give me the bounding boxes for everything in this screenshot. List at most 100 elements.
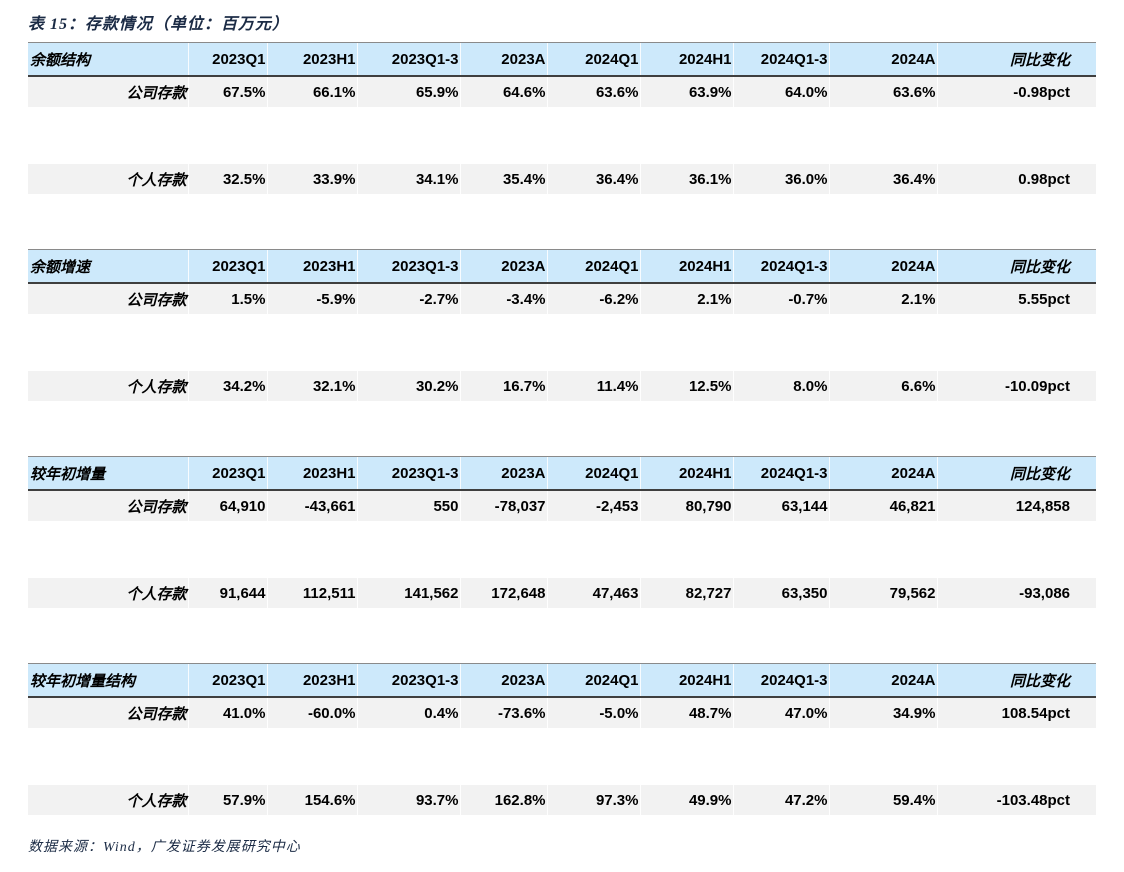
column-header: 2024H1 [639,663,733,698]
value-cell: 6.6% [828,371,937,401]
data-source-note: 数据来源：Wind，广发证券发展研究中心 [28,840,301,855]
value-cell: 47.0% [732,697,829,728]
value-cell: 2.1% [828,283,937,314]
section-table-2: 较年初增量 2023Q1 2023H1 2023Q1-3 2023A 2024Q1 2024… [28,456,1096,608]
value-cell: 80,790 [639,490,733,521]
value-cell: 63.9% [639,76,733,107]
column-header: 2024Q1 [546,249,640,284]
value-cell: 2.1% [639,283,733,314]
column-header: 2023A [459,42,547,77]
column-header: 2023H1 [266,249,357,284]
column-header: 2023Q1 [187,249,267,284]
section-table-3: 较年初增量结构 2023Q1 2023H1 2023Q1-3 2023A 2024Q1 20… [28,663,1096,815]
value-cell: 82,727 [639,578,733,608]
value-cell: 66.1% [266,76,357,107]
section-table-1: 余额增速 2023Q1 2023H1 2023Q1-3 2023A 2024Q1 2024H… [28,249,1096,401]
section-header-row: 余额增速 2023Q1 2023H1 2023Q1-3 2023A 2024Q1 2024H… [28,249,1096,284]
value-cell: -5.0% [546,697,640,728]
table-row: 个人存款 34.2% 32.1% 30.2% 16.7% 11.4% 12.5% 8.0% 6.… [28,371,1096,401]
row-label: 公司存款 [28,76,188,107]
value-cell: 12.5% [639,371,733,401]
value-cell: -10.09pct [936,371,1096,401]
value-cell: 32.5% [187,164,267,194]
column-header: 2024H1 [639,249,733,284]
table-row: 公司存款 41.0% -60.0% 0.4% -73.6% -5.0% 48.7% 47.0%… [28,697,1096,728]
column-header: 2024Q1-3 [732,42,829,77]
value-cell: 16.7% [459,371,547,401]
column-header: 同比变化 [936,663,1096,698]
row-label: 公司存款 [28,283,188,314]
column-header: 2024A [828,663,937,698]
value-cell: 65.9% [356,76,460,107]
value-cell: 47,463 [546,578,640,608]
value-cell: 36.1% [639,164,733,194]
column-header: 2024H1 [639,42,733,77]
deposit-table: 余额结构 2023Q1 2023H1 2023Q1-3 2023A 2024Q1 2024H… [28,42,1096,815]
spacer-cell [28,728,1096,785]
value-cell: 64.6% [459,76,547,107]
row-label: 公司存款 [28,697,188,728]
column-header: 2023A [459,249,547,284]
value-cell: -60.0% [266,697,357,728]
section-name: 余额增速 [28,249,188,284]
value-cell: 33.9% [266,164,357,194]
value-cell: 64.0% [732,76,829,107]
column-header: 2023Q1 [187,456,267,491]
value-cell: 93.7% [356,785,460,815]
column-header: 2024Q1 [546,42,640,77]
value-cell: 47.2% [732,785,829,815]
value-cell: 32.1% [266,371,357,401]
column-header: 2024Q1-3 [732,663,829,698]
row-spacer [28,728,1096,785]
value-cell: 8.0% [732,371,829,401]
value-cell: -78,037 [459,490,547,521]
table-row: 公司存款 64,910 -43,661 550 -78,037 -2,453 80,790 6… [28,490,1096,521]
column-header: 2024A [828,42,937,77]
value-cell: -2,453 [546,490,640,521]
column-header: 2024Q1 [546,663,640,698]
column-header: 同比变化 [936,456,1096,491]
column-header: 同比变化 [936,249,1096,284]
value-cell: 63.6% [546,76,640,107]
value-cell: 11.4% [546,371,640,401]
column-header: 2024Q1-3 [732,456,829,491]
value-cell: 108.54pct [936,697,1096,728]
section-header-row: 较年初增量结构 2023Q1 2023H1 2023Q1-3 2023A 2024Q1 20… [28,663,1096,698]
value-cell: -2.7% [356,283,460,314]
column-header: 2023Q1-3 [356,456,460,491]
section-header-row: 较年初增量 2023Q1 2023H1 2023Q1-3 2023A 2024Q1 2024… [28,456,1096,491]
column-header: 2024A [828,249,937,284]
column-header: 2023A [459,663,547,698]
value-cell: 1.5% [187,283,267,314]
column-header: 2023Q1-3 [356,42,460,77]
value-cell: 49.9% [639,785,733,815]
section-name: 余额结构 [28,42,188,77]
row-label: 个人存款 [28,578,188,608]
row-spacer [28,521,1096,578]
column-header: 同比变化 [936,42,1096,77]
value-cell: 30.2% [356,371,460,401]
value-cell: 162.8% [459,785,547,815]
value-cell: -103.48pct [936,785,1096,815]
section-name: 较年初增量 [28,456,188,491]
column-header: 2023Q1 [187,663,267,698]
column-header: 2024Q1-3 [732,249,829,284]
value-cell: -5.9% [266,283,357,314]
row-label: 公司存款 [28,490,188,521]
column-header: 2023Q1-3 [356,249,460,284]
row-label: 个人存款 [28,785,188,815]
value-cell: 41.0% [187,697,267,728]
column-header: 2023A [459,456,547,491]
row-spacer [28,314,1096,371]
value-cell: 46,821 [828,490,937,521]
value-cell: 0.98pct [936,164,1096,194]
table-row: 公司存款 1.5% -5.9% -2.7% -3.4% -6.2% 2.1% -0.7% 2.1… [28,283,1096,314]
spacer-cell [28,107,1096,164]
row-spacer [28,107,1096,164]
value-cell: 64,910 [187,490,267,521]
column-header: 2023Q1 [187,42,267,77]
spacer-cell [28,521,1096,578]
value-cell: 124,858 [936,490,1096,521]
column-header: 2023H1 [266,42,357,77]
